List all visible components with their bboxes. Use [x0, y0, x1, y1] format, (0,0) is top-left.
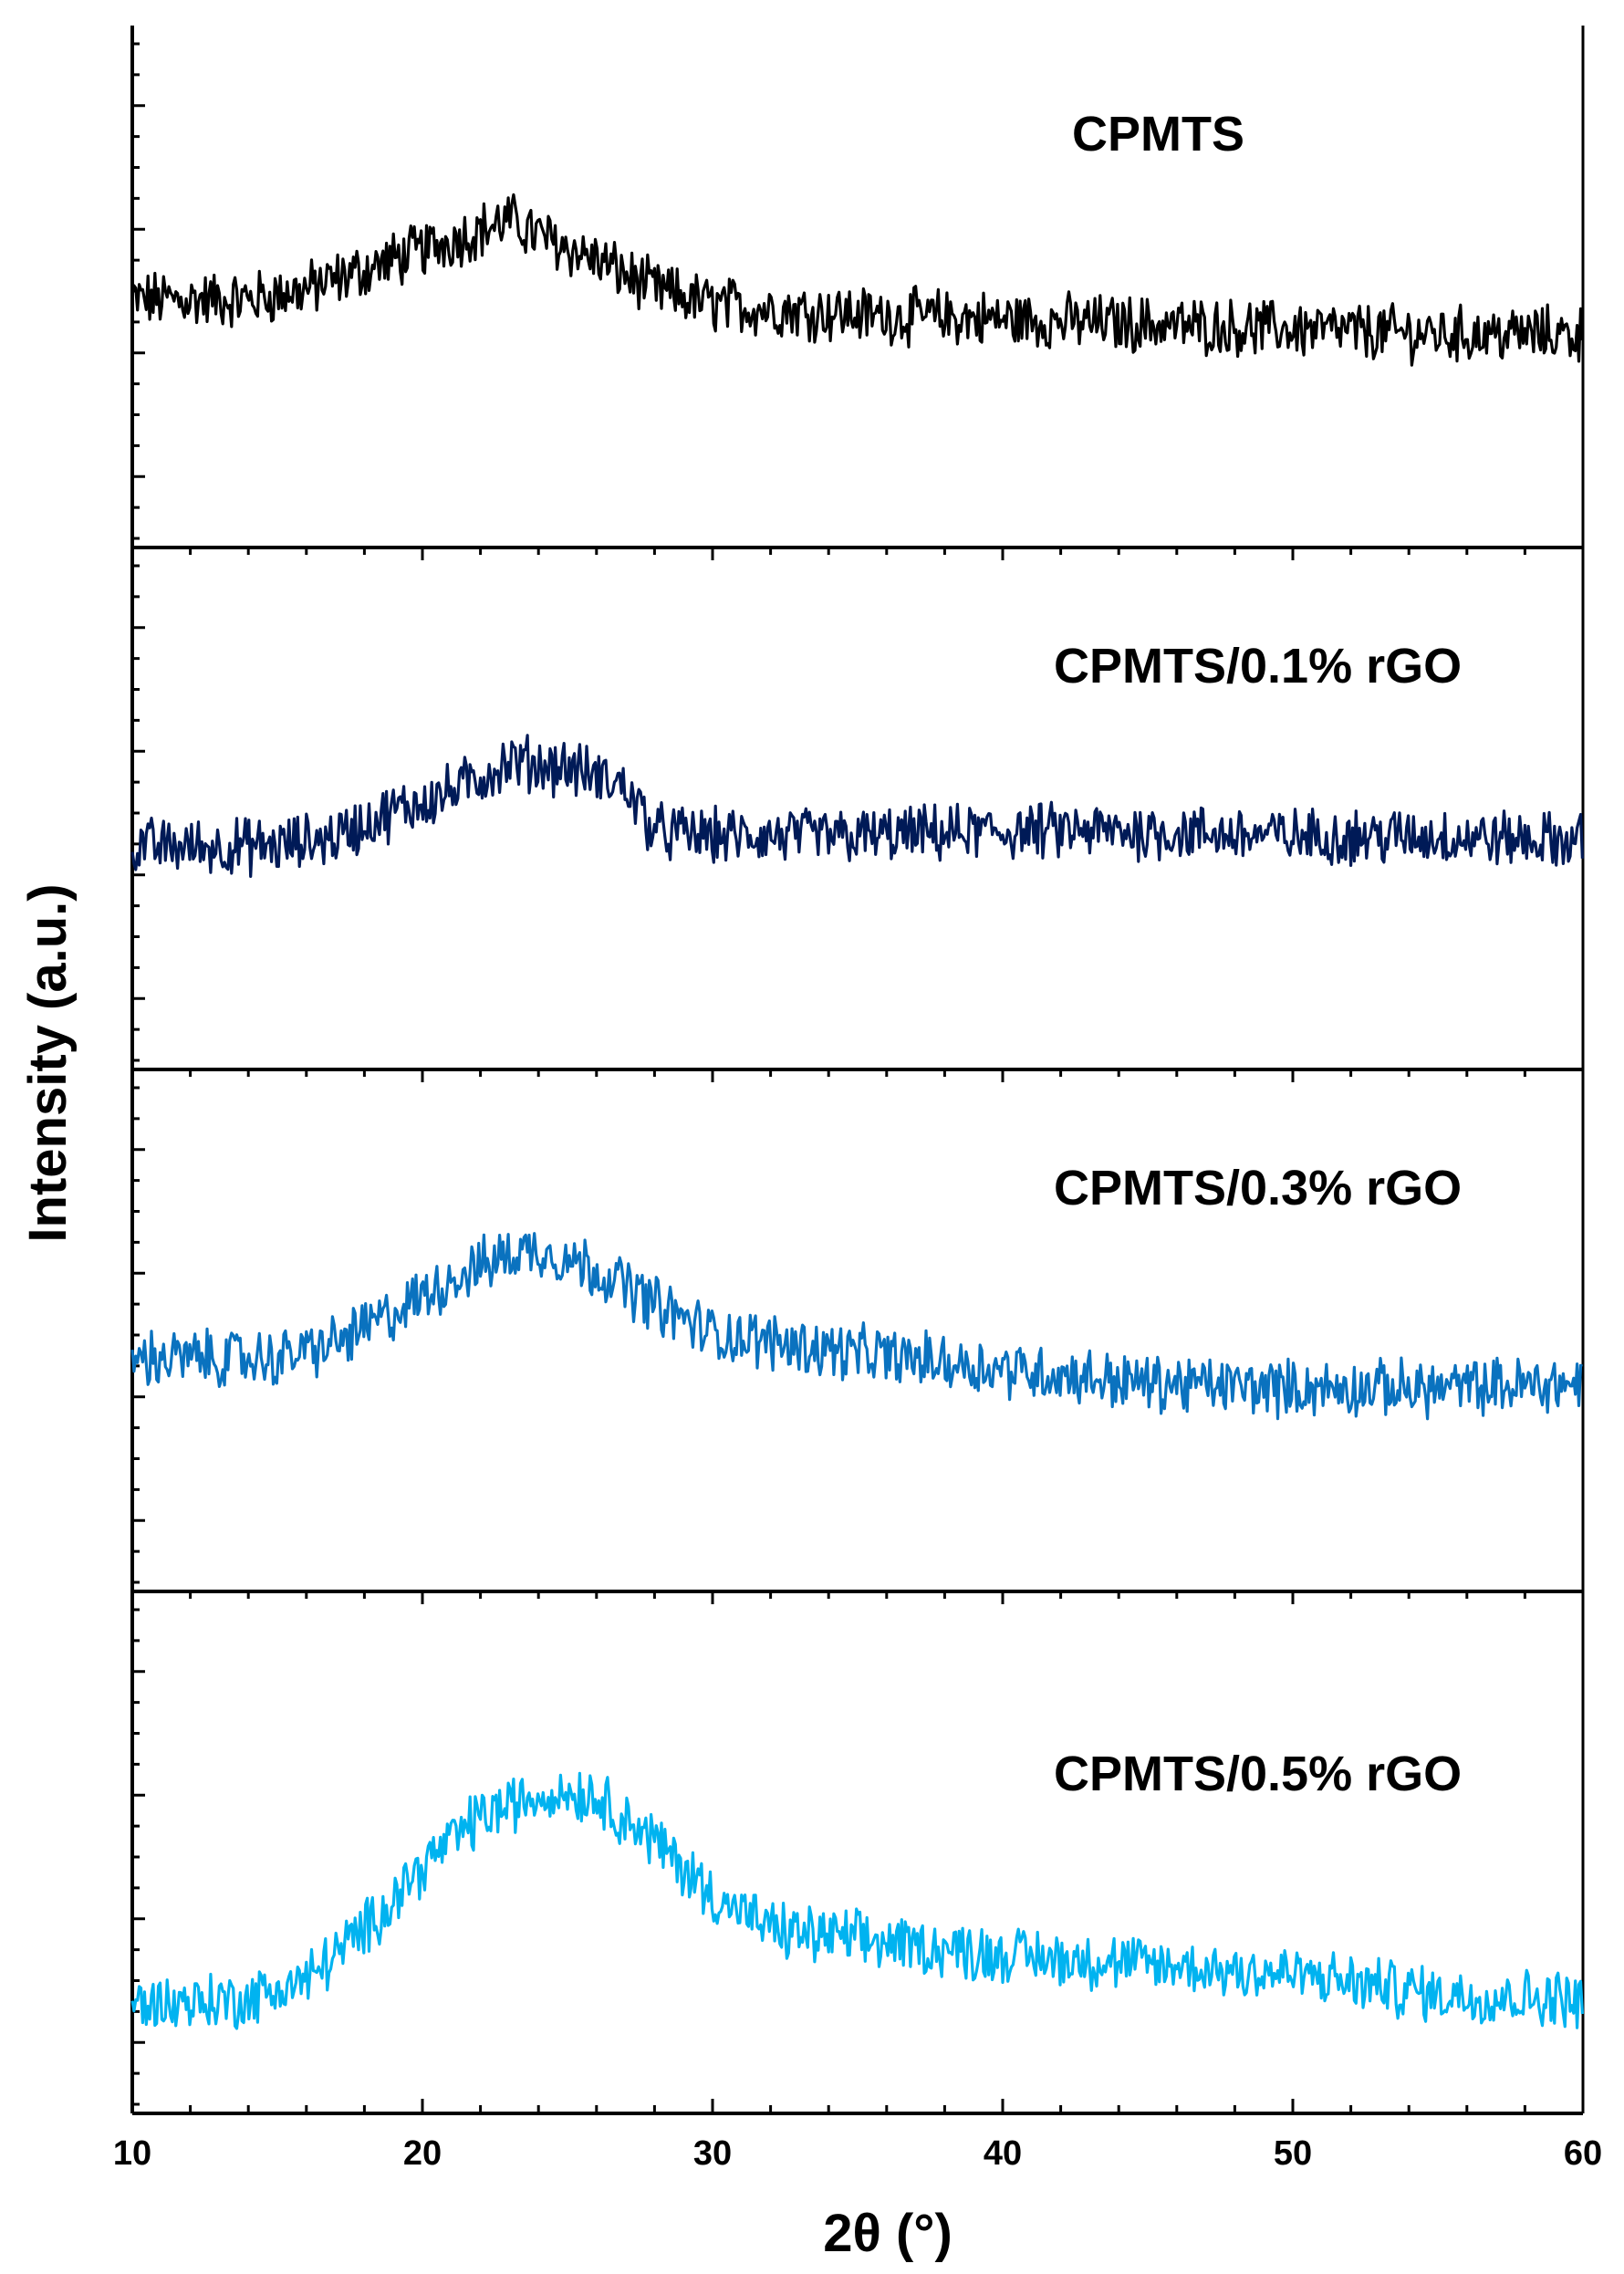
x-tick-label: 20: [403, 2134, 442, 2173]
x-tick-label: 40: [984, 2134, 1022, 2173]
stacked-panels: CPMTS CPMTS/0.1% rGO CPMTS/0.3% rGO CPMTS/0…: [130, 26, 1585, 2113]
series-line-1: [130, 193, 1584, 367]
x-tick-label: 30: [693, 2134, 732, 2173]
series-line-3: [130, 1232, 1583, 1421]
series-label-1: CPMTS: [1072, 107, 1244, 162]
panel-1: CPMTS: [130, 26, 1585, 548]
x-tick-label: 10: [113, 2134, 151, 2173]
x-tick-label: 50: [1274, 2134, 1312, 2173]
panel-3: CPMTS/0.3% rGO: [130, 1068, 1585, 1591]
panel-2: CPMTS/0.1% rGO: [130, 546, 1585, 1069]
panel-4: CPMTS/0.5% rGO: [130, 1590, 1585, 2113]
series-label-3: CPMTS/0.3% rGO: [1054, 1161, 1462, 1215]
series-label-4: CPMTS/0.5% rGO: [1054, 1747, 1462, 1801]
series-line-4: [130, 1771, 1584, 2030]
x-axis-label: 2θ (°): [823, 2204, 953, 2263]
x-axis-ticks: 10 20 30 40 50 60: [113, 2099, 1602, 2173]
x-tick-label: 60: [1564, 2134, 1602, 2173]
y-axis-label: Intensity (a.u.): [18, 883, 78, 1242]
series-line-2: [130, 734, 1584, 878]
series-label-2: CPMTS/0.1% rGO: [1054, 639, 1462, 694]
